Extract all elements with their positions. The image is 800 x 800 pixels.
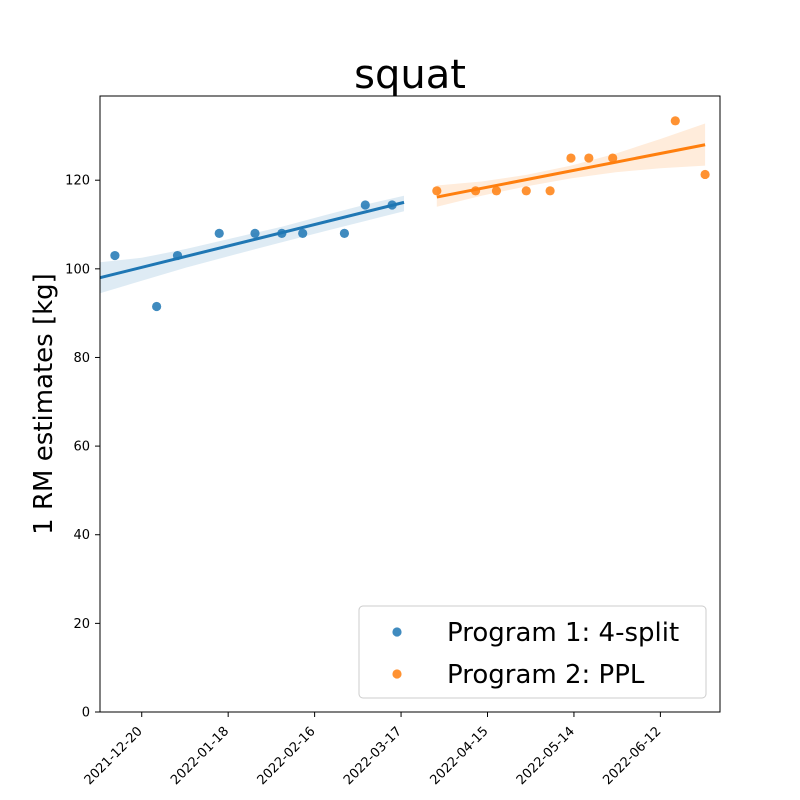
y-tick-label: 40 — [73, 528, 90, 543]
y-tick-label: 20 — [73, 617, 90, 632]
plot-area-frame — [99, 95, 721, 713]
point-series-1-7 — [298, 228, 308, 238]
x-tick-label: 2022-01-18 — [168, 724, 232, 788]
legend: Program 1: 4-split Program 2: PPL — [358, 605, 707, 699]
point-series-1-3 — [172, 250, 183, 261]
point-series-2-6 — [566, 153, 576, 163]
point-series-2-3 — [491, 186, 502, 196]
ci-band-series-2 — [436, 123, 706, 207]
point-series-1-2 — [152, 301, 162, 312]
legend-label-series-1: Program 1: 4-split — [447, 618, 679, 648]
y-tick-label: 0 — [82, 706, 90, 721]
point-series-2-4 — [521, 186, 531, 196]
point-series-1-9 — [360, 200, 370, 210]
trend-line-series-1 — [99, 200, 405, 280]
point-series-1-10 — [387, 200, 397, 210]
point-series-2-5 — [545, 186, 555, 196]
y-tick-label: 60 — [73, 440, 90, 455]
point-series-1-1 — [110, 250, 120, 261]
point-series-1-5 — [250, 228, 260, 238]
legend-box — [358, 605, 707, 699]
chart-title: squat — [354, 52, 466, 98]
x-tick-label: 2021-12-20 — [82, 724, 146, 788]
legend-marker-series-1 — [392, 627, 402, 637]
ci-band-series-1 — [100, 195, 404, 294]
x-axis: 2021-12-20 2022-01-18 2022-02-16 2022-03-17… — [82, 712, 664, 788]
point-series-1-8 — [339, 228, 350, 238]
point-series-2-9 — [670, 116, 680, 126]
trend-line-series-2 — [436, 143, 706, 199]
x-tick-label: 2022-03-17 — [341, 724, 405, 788]
point-series-1-6 — [277, 228, 287, 238]
y-axis-label: 1 RM estimates [kg] — [29, 273, 59, 535]
trend-lines — [99, 143, 706, 280]
x-tick-label: 2022-05-14 — [514, 724, 578, 788]
x-tick-label: 2022-04-15 — [427, 724, 491, 788]
point-series-2-2 — [470, 186, 481, 196]
data-points — [110, 116, 710, 312]
point-series-2-1 — [432, 186, 442, 196]
x-tick-label: 2022-06-12 — [600, 724, 664, 788]
confidence-bands — [100, 123, 706, 294]
point-series-2-7 — [584, 153, 594, 163]
y-tick-label: 80 — [73, 351, 90, 366]
point-series-2-10 — [700, 169, 710, 180]
y-axis: 0 20 40 60 80 100 120 — [65, 174, 100, 721]
point-series-2-8 — [608, 153, 618, 163]
point-series-1-4 — [214, 228, 224, 238]
y-tick-label: 100 — [65, 262, 90, 277]
y-tick-label: 120 — [65, 174, 90, 189]
legend-marker-series-2 — [392, 669, 402, 679]
x-tick-label: 2022-02-16 — [255, 724, 319, 788]
legend-label-series-2: Program 2: PPL — [447, 660, 645, 690]
